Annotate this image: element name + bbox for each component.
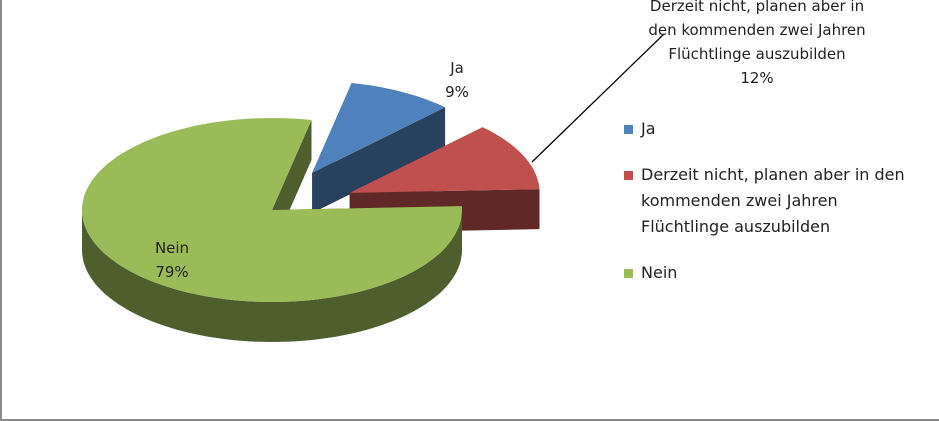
data-label-name: Nein [154,239,190,257]
slice-side [312,107,446,213]
legend-swatch [624,125,633,134]
legend-item: Nein [624,260,924,286]
slice [82,118,462,302]
data-label: Ja 9% [397,56,517,104]
data-label-value: 79% [155,263,189,281]
slice [349,127,540,193]
slice [312,83,446,173]
legend-swatch [624,171,633,180]
data-label-value: 9% [445,83,469,101]
data-label-name: Ja [450,59,464,77]
slice-side [82,210,462,342]
legend: Ja Derzeit nicht, planen aber in den komm… [624,116,924,306]
data-label-name: Derzeit nicht, planen aber in den kommen… [648,0,866,63]
leader-line [531,33,665,163]
legend-item: Ja [624,116,924,142]
data-label: Derzeit nicht, planen aber in den kommen… [637,0,877,90]
legend-item: Derzeit nicht, planen aber in den kommen… [624,162,924,240]
legend-swatch [624,269,633,278]
data-label-value: 12% [740,69,774,87]
legend-label: Derzeit nicht, planen aber in den kommen… [641,165,905,236]
legend-label: Nein [641,263,678,282]
legend-label: Ja [641,119,656,138]
data-label: Nein 79% [92,236,252,284]
